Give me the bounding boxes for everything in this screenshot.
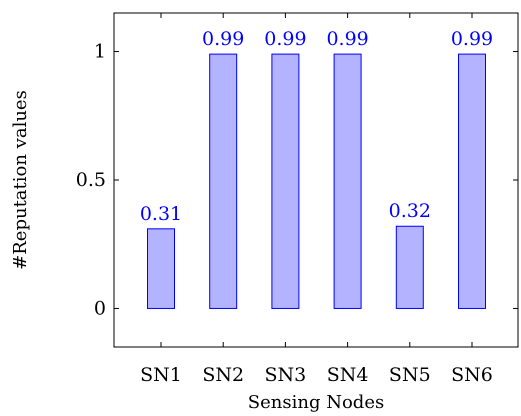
x-tick-label: SN4: [327, 364, 369, 386]
x-axis-ticks: SN1 SN2 SN3 SN4 SN5 SN6: [140, 13, 493, 386]
bar-sn2: [209, 53, 238, 309]
y-axis-label: #Reputation values: [10, 90, 31, 270]
bar-sn3: [271, 53, 300, 309]
bar-sn1: [147, 228, 175, 309]
x-tick-label: SN2: [202, 364, 244, 386]
x-tick-label: SN3: [265, 364, 307, 386]
bars: [147, 53, 486, 309]
bar-sn6: [458, 53, 486, 309]
data-label: 0.99: [451, 28, 493, 50]
y-axis-ticks: 00.51: [76, 41, 518, 319]
data-label: 0.32: [389, 200, 431, 222]
y-tick-label: 1: [94, 41, 106, 63]
data-label: 0.99: [264, 28, 306, 50]
x-tick-label: SN5: [389, 364, 431, 386]
data-label: 0.99: [326, 28, 368, 50]
bar-sn4: [333, 53, 362, 309]
x-axis-label: Sensing Nodes: [248, 392, 384, 413]
data-labels: 0.31 0.99 0.99 0.99 0.32 0.99: [140, 28, 493, 225]
x-tick-label: SN6: [451, 364, 493, 386]
data-label: 0.99: [202, 28, 244, 50]
y-tick-label: 0: [94, 297, 106, 319]
y-tick-label: 0.5: [76, 169, 106, 191]
x-tick-label: SN1: [140, 364, 182, 386]
data-label: 0.31: [140, 203, 182, 225]
bar-sn5: [395, 225, 424, 309]
